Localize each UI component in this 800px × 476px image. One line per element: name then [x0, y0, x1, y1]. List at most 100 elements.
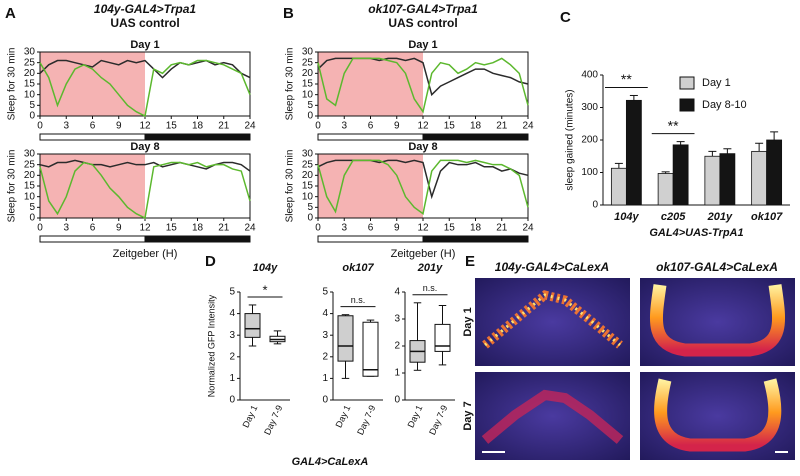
y-tick-label: 2 [394, 341, 400, 352]
y-axis-label: Sleep for 30 min [7, 150, 18, 223]
row-title: Day 1 [462, 307, 474, 336]
series-line [39, 59, 251, 79]
y-tick-label: 15 [302, 181, 314, 192]
x-tick-label: 15 [444, 223, 456, 234]
x-tick-label: 18 [470, 121, 482, 132]
subplot-title: Day 8 [130, 141, 159, 153]
y-tick-label: 4 [394, 287, 400, 298]
y-tick-label: 30 [302, 47, 314, 58]
x-tick-label: 24 [244, 223, 256, 234]
x-tick-label: 9 [394, 223, 400, 234]
light-bar [39, 133, 146, 141]
x-tick-label: Day 7-9 [427, 404, 449, 437]
y-tick-label: 2 [322, 351, 328, 362]
box [337, 315, 354, 362]
row-title: Day 7 [462, 401, 474, 430]
y-tick-label: 2 [229, 351, 235, 362]
bar [766, 139, 783, 206]
y-tick-label: 4 [322, 308, 328, 319]
x-tick-label: Day 1 [333, 404, 352, 430]
light-bar [39, 235, 146, 243]
y-axis-label: Normalized GFP Intensity [206, 294, 216, 397]
y-tick-label: 0 [29, 111, 35, 122]
image-signal [650, 284, 785, 357]
y-tick-label: 0 [322, 395, 328, 406]
bar [672, 144, 689, 206]
y-tick-label: 100 [581, 167, 598, 178]
x-tick-label: 24 [522, 223, 534, 234]
x-tick-label: 9 [116, 223, 122, 234]
panel-label: C [560, 9, 571, 26]
y-tick-label: 0 [29, 213, 35, 224]
x-tick-label: Day 7-9 [262, 404, 284, 437]
y-tick-label: 25 [24, 57, 36, 68]
legend-entry: 104y-GAL4>Trpa1 [94, 2, 196, 16]
box [244, 313, 261, 338]
y-tick-label: 1 [322, 373, 328, 384]
x-tick-label: 12 [417, 223, 429, 234]
series-line [317, 159, 529, 216]
light-bar [317, 235, 424, 243]
y-tick-label: 200 [581, 135, 598, 146]
series-line [39, 161, 251, 220]
legend-label: Day 8-10 [702, 99, 747, 111]
series-line [317, 57, 529, 114]
x-tick-label: 6 [368, 121, 374, 132]
y-tick-label: 20 [302, 170, 314, 181]
x-tick-label: 18 [470, 223, 482, 234]
bar [610, 167, 627, 206]
legend-swatch [679, 98, 695, 112]
x-tick-label: 12 [139, 223, 151, 234]
x-tick-label: 3 [63, 121, 69, 132]
legend-entry: UAS control [388, 16, 457, 30]
subplot-title: 201y [417, 262, 443, 274]
y-tick-label: 0 [229, 395, 235, 406]
light-phase-shade [318, 52, 423, 116]
image [475, 278, 630, 366]
x-tick-label: 24 [244, 121, 256, 132]
y-tick-label: 30 [24, 149, 36, 160]
x-tick-label: 12 [417, 121, 429, 132]
y-tick-label: 5 [307, 202, 313, 213]
bar [719, 153, 736, 206]
y-tick-label: 0 [592, 200, 598, 211]
x-tick-label: 21 [218, 223, 230, 234]
y-tick-label: 400 [581, 70, 598, 81]
y-tick-label: 15 [24, 79, 36, 90]
x-axis-label: GAL4>UAS-TrpA1 [649, 227, 743, 239]
y-tick-label: 20 [24, 170, 36, 181]
x-tick-label: 24 [522, 121, 534, 132]
legend-swatch [679, 76, 695, 90]
dark-bar [422, 235, 529, 243]
light-phase-shade [318, 154, 423, 218]
y-axis-label: sleep gained (minutes) [565, 89, 576, 190]
x-tick-label: 3 [341, 121, 347, 132]
x-axis-label: GAL4>CaLexA [292, 456, 369, 468]
panel-label: E [465, 253, 475, 270]
bar [704, 155, 721, 206]
y-tick-label: 1 [229, 373, 235, 384]
y-tick-label: 30 [302, 149, 314, 160]
x-tick-label: 0 [315, 223, 321, 234]
significance-label: ** [668, 117, 679, 133]
y-tick-label: 0 [394, 395, 400, 406]
legend-entry: UAS control [110, 16, 179, 30]
image [475, 372, 630, 460]
dark-bar [144, 235, 251, 243]
y-tick-label: 10 [302, 89, 314, 100]
y-tick-label: 4 [229, 308, 235, 319]
image-signal [481, 389, 624, 444]
legend-entry: ok107-GAL4>Trpa1 [368, 2, 478, 16]
subplot-title: 104y [253, 262, 278, 274]
y-tick-label: 10 [24, 191, 36, 202]
y-tick-label: 25 [24, 159, 36, 170]
image-signal [654, 378, 782, 452]
x-tick-label: 0 [37, 121, 43, 132]
light-bar [317, 133, 424, 141]
y-tick-label: 20 [24, 68, 36, 79]
dark-bar [422, 133, 529, 141]
y-tick-label: 0 [307, 111, 313, 122]
x-tick-label: 0 [37, 223, 43, 234]
dark-bar [144, 133, 251, 141]
